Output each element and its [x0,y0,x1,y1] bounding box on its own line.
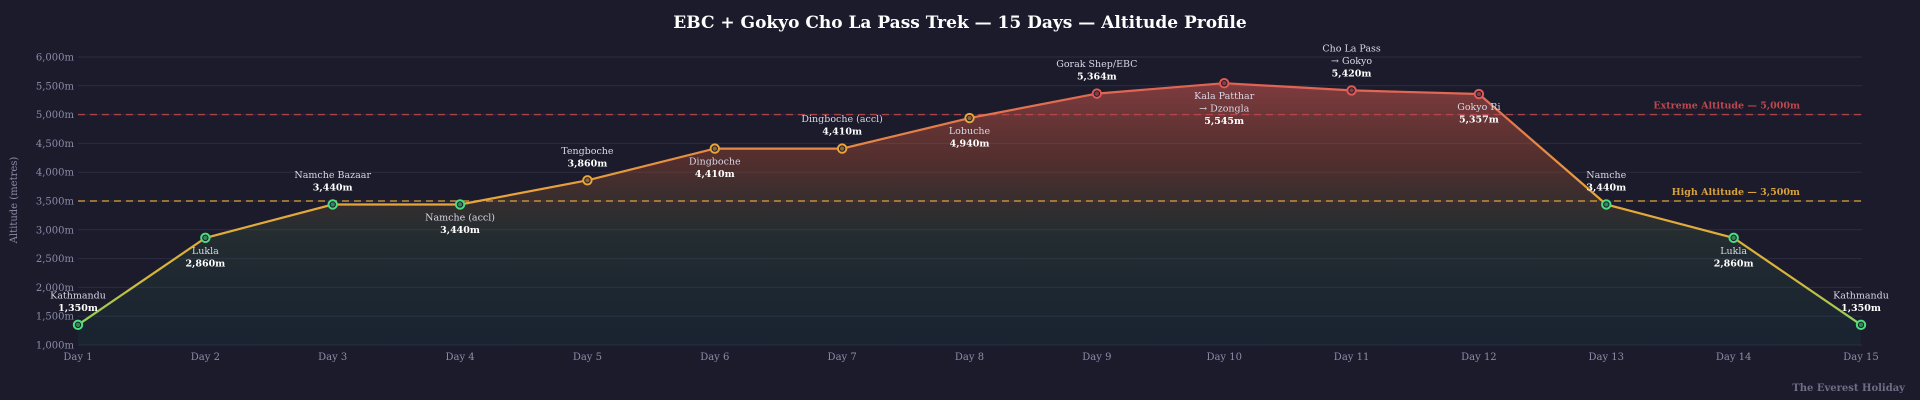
point-value-label: 3,440m [313,182,353,193]
point-value-label: 2,860m [1714,258,1754,269]
y-tick-label: 4,000m [36,168,75,179]
point-value-label: 3,440m [1586,182,1626,193]
point-value-label: 2,860m [185,258,225,269]
data-point-core [1858,322,1864,328]
data-point-core [839,146,845,151]
x-tick-label: Day 15 [1843,352,1879,363]
point-value-label: 3,860m [568,158,608,169]
altitude-area [78,83,1861,345]
y-tick-label: 3,500m [36,197,75,208]
x-axis-ticks: Day 1 Day 2 Day 3 Day 4 Day 5 Day 6 Day 7 Day 8… [63,352,1878,363]
point-name-label: Namche [1586,170,1626,181]
point-value-label: 5,357m [1459,115,1499,126]
point-name-label: Kala Patthar [1194,91,1255,102]
data-point-core [1476,91,1482,97]
x-tick-label: Day 7 [828,352,857,363]
x-tick-label: Day 9 [1082,352,1111,363]
point-name-label: Gorak Shep/EBC [1056,59,1137,70]
point-name-label: Kathmandu [1833,290,1889,301]
y-tick-label: 6,000m [36,53,75,64]
point-name-label: → Gokyo [1331,56,1372,67]
x-tick-label: Day 12 [1461,352,1497,363]
x-tick-label: Day 14 [1716,352,1752,363]
data-point-core [967,115,972,121]
point-name-label: Namche Bazaar [294,170,371,181]
data-point-core [585,178,590,183]
y-tick-label: 5,000m [36,110,75,121]
x-tick-label: Day 8 [955,352,984,363]
point-value-label: 5,420m [1332,68,1372,79]
data-point-core [712,146,717,151]
y-tick-label: 2,000m [36,283,75,294]
data-point-core [330,202,335,207]
y-tick-label: 4,500m [36,139,75,150]
data-point-core [1094,91,1100,96]
data-point-core [1731,235,1736,241]
point-name-label: Kathmandu [50,290,106,301]
y-tick-label: 1,500m [36,312,75,323]
x-tick-label: Day 2 [191,352,220,363]
y-tick-label: 3,000m [36,225,75,236]
point-value-label: 1,350m [58,303,98,314]
point-name-label: Cho La Pass [1322,43,1381,54]
point-name-label: Gokyo Ri [1457,102,1500,113]
y-tick-label: 1,000m [36,341,75,352]
data-point-core [1604,202,1609,207]
chart-title: EBC + Gokyo Cho La Pass Trek — 15 Days —… [673,13,1247,33]
x-tick-label: Day 10 [1206,352,1242,363]
point-value-label: 5,364m [1077,72,1117,83]
y-axis-ticks: 1,000m 1,500m 2,000m 2,500m 3,000m 3,500m 4,00… [36,53,75,352]
reference-line-label: High Altitude — 3,500m [1672,187,1800,198]
point-name-label: Lukla [1720,246,1747,257]
point-name-label: Lobuche [949,126,991,137]
point-value-label: 1,350m [1841,303,1881,314]
point-name-label: Namche (accl) [425,212,495,223]
point-name-label: Tengboche [561,146,614,157]
point-value-label: 4,410m [695,169,735,180]
x-tick-label: Day 4 [445,352,474,363]
data-point-core [1222,81,1227,86]
x-tick-label: Day 1 [63,352,92,363]
data-point-core [457,202,463,207]
x-tick-label: Day 11 [1334,352,1370,363]
point-value-label: 5,545m [1204,116,1244,127]
data-point-core [1349,88,1354,93]
reference-line-label: Extreme Altitude — 5,000m [1653,101,1800,112]
watermark: The Everest Holiday [1792,383,1906,394]
point-value-label: 3,440m [440,225,480,236]
x-tick-label: Day 13 [1589,352,1625,363]
data-points [72,78,1867,331]
point-name-label: Dingboche (accl) [801,114,883,125]
point-value-label: 4,940m [950,139,990,150]
x-tick-label: Day 3 [318,352,347,363]
x-tick-label: Day 6 [700,352,729,363]
point-value-label: 4,410m [822,127,862,138]
x-tick-label: Day 5 [573,352,602,363]
point-name-label: → Dzongla [1199,104,1250,115]
point-name-label: Dingboche [689,157,741,168]
y-axis-label: Altitude (metres) [9,157,20,245]
y-tick-label: 5,500m [36,81,75,92]
data-point-core [203,235,208,241]
data-point-core [75,322,81,328]
point-name-label: Lukla [192,246,219,257]
y-tick-label: 2,500m [36,254,75,265]
